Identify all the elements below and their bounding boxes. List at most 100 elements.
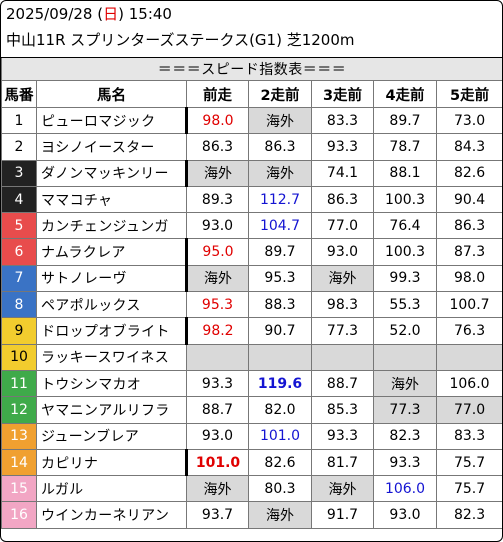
speed-index-cell xyxy=(186,343,249,371)
speed-index-cell: 99.3 xyxy=(373,264,437,293)
speed-index-cell: 89.3 xyxy=(186,185,249,214)
speed-index-cell: 98.2 xyxy=(185,317,249,345)
speed-index-cell xyxy=(435,343,502,371)
speed-index-cell: 93.3 xyxy=(373,448,437,477)
column-header: 前走 xyxy=(186,80,249,108)
speed-index-cell: 海外 xyxy=(185,159,249,187)
horse-name: ラッキースワイネス xyxy=(36,343,187,371)
speed-index-cell: 98.0 xyxy=(435,264,502,293)
horse-name: ジューンブレア xyxy=(36,422,187,450)
header-time: 15:40 xyxy=(128,5,172,23)
speed-index-cell: 95.3 xyxy=(248,264,312,293)
speed-index-cell: 81.7 xyxy=(311,448,374,477)
speed-index-cell: 106.0 xyxy=(435,369,502,398)
speed-index-cell: 119.6 xyxy=(248,369,312,398)
speed-index-cell: 93.0 xyxy=(186,422,249,450)
speed-index-cell: 86.3 xyxy=(186,133,249,161)
speed-index-cell: 101.0 xyxy=(248,422,312,450)
horse-number: 7 xyxy=(1,264,37,293)
speed-index-cell: 83.3 xyxy=(435,422,502,450)
speed-index-cell: 101.0 xyxy=(185,448,249,477)
speed-index-cell: 93.3 xyxy=(186,369,249,398)
speed-index-cell: 80.3 xyxy=(248,475,312,503)
horse-number: 13 xyxy=(1,422,37,450)
speed-index-cell: 52.0 xyxy=(373,317,437,345)
horse-name: トウシンマカオ xyxy=(36,369,187,398)
speed-index-cell: 93.3 xyxy=(311,422,374,450)
column-header: 馬番 xyxy=(1,80,37,108)
speed-index-cell: 77.0 xyxy=(311,212,374,240)
table-row: 8 ペアポルックス 95.3 88.3 98.3 55.3 100.7 xyxy=(1,291,502,319)
speed-index-cell: 88.7 xyxy=(311,369,374,398)
horse-name: ヤマニンアルリフラ xyxy=(36,396,187,424)
horse-number: 16 xyxy=(1,501,37,529)
horse-number: 14 xyxy=(1,448,37,477)
horse-number: 1 xyxy=(1,106,37,135)
speed-index-cell: 93.0 xyxy=(186,212,249,240)
horse-name: ペアポルックス xyxy=(36,291,187,319)
speed-index-cell: 88.3 xyxy=(248,291,312,319)
horse-name: ウインカーネリアン xyxy=(36,501,187,529)
speed-index-cell: 90.4 xyxy=(435,185,502,214)
speed-index-cell: 海外 xyxy=(185,264,249,293)
column-header: 5走前 xyxy=(435,80,502,108)
horse-name: ドロップオブライト xyxy=(36,317,187,345)
speed-index-cell: 82.3 xyxy=(435,501,502,529)
horse-number: 8 xyxy=(1,291,37,319)
header-date: 2025/09/28 xyxy=(6,5,93,23)
column-header: 3走前 xyxy=(311,80,374,108)
table-body: 1 ピューロマジック 98.0 海外 83.3 89.7 73.0 2 ヨシノイースター 86.3… xyxy=(1,106,502,529)
speed-index-cell: 93.0 xyxy=(311,238,374,266)
horse-number: 4 xyxy=(1,185,37,214)
speed-index-cell: 89.7 xyxy=(373,106,437,135)
table-title: ＝＝＝スピード指数表＝＝＝ xyxy=(1,57,502,81)
table-row: 1 ピューロマジック 98.0 海外 83.3 89.7 73.0 xyxy=(1,106,502,135)
speed-index-cell: 78.7 xyxy=(373,133,437,161)
speed-index-cell: 82.6 xyxy=(435,159,502,187)
horse-name: ルガル xyxy=(36,475,187,503)
speed-index-cell: 93.7 xyxy=(186,501,249,529)
horse-name: ピューロマジック xyxy=(36,106,187,135)
speed-index-cell: 海外 xyxy=(311,475,374,503)
horse-number: 6 xyxy=(1,238,37,266)
speed-index-cell: 95.0 xyxy=(185,238,249,266)
speed-index-cell xyxy=(311,343,374,371)
horse-number: 2 xyxy=(1,133,37,161)
speed-index-cell: 84.3 xyxy=(435,133,502,161)
speed-index-table: ＝＝＝スピード指数表＝＝＝ 馬番 馬名 前走 2走前 3走前 4走前 5走前 1 ピューロマジ… xyxy=(1,57,502,529)
speed-index-cell: 海外 xyxy=(186,475,249,503)
column-header-row: 馬番 馬名 前走 2走前 3走前 4走前 5走前 xyxy=(1,80,502,108)
speed-index-cell: 76.3 xyxy=(435,317,502,345)
speed-index-cell: 100.3 xyxy=(373,185,437,214)
speed-index-cell: 海外 xyxy=(248,159,312,187)
speed-index-cell: 87.3 xyxy=(435,238,502,266)
horse-number: 9 xyxy=(1,317,37,345)
header-day: 日 xyxy=(103,5,119,23)
speed-index-cell: 73.0 xyxy=(435,106,502,135)
speed-index-cell: 海外 xyxy=(373,369,437,398)
speed-index-cell: 86.3 xyxy=(248,133,312,161)
speed-index-cell: 82.6 xyxy=(248,448,312,477)
speed-index-cell: 88.7 xyxy=(186,396,249,424)
table-row: 16 ウインカーネリアン 93.7 海外 91.7 93.0 82.3 xyxy=(1,501,502,529)
speed-index-cell: 104.7 xyxy=(248,212,312,240)
speed-index-cell: 海外 xyxy=(248,106,312,135)
horse-name: カンチェンジュンガ xyxy=(36,212,187,240)
speed-index-cell: 75.7 xyxy=(435,475,502,503)
table-row: 15 ルガル 海外 80.3 海外 106.0 75.7 xyxy=(1,475,502,503)
speed-index-cell: 77.3 xyxy=(311,317,374,345)
speed-index-cell: 88.1 xyxy=(373,159,437,187)
speed-index-cell: 77.0 xyxy=(435,396,502,424)
horse-number: 12 xyxy=(1,396,37,424)
speed-index-cell: 90.7 xyxy=(248,317,312,345)
speed-index-cell: 75.7 xyxy=(435,448,502,477)
table-row: 10 ラッキースワイネス xyxy=(1,343,502,371)
speed-index-cell: 海外 xyxy=(311,264,374,293)
horse-number: 10 xyxy=(1,343,37,371)
table-row: 6 ナムラクレア 95.0 89.7 93.0 100.3 87.3 xyxy=(1,238,502,266)
horse-name: ヨシノイースター xyxy=(36,133,187,161)
speed-index-cell: 98.3 xyxy=(311,291,374,319)
speed-index-cell: 77.3 xyxy=(373,396,437,424)
speed-index-cell: 95.3 xyxy=(186,291,249,319)
